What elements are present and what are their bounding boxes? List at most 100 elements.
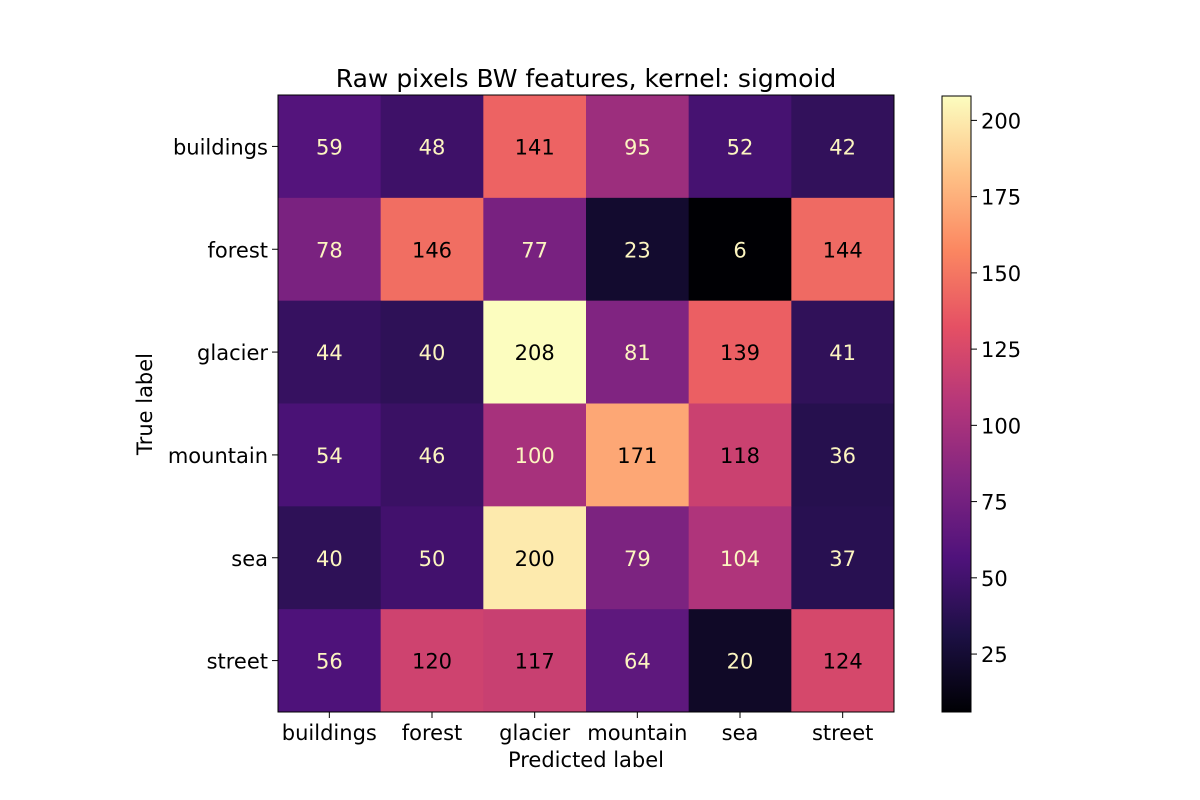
heatmap-cell-label: 120 [412,650,452,674]
heatmap-cell-label: 50 [419,547,446,571]
heatmap-cell-label: 40 [316,547,343,571]
heatmap-cell-label: 41 [829,341,856,365]
heatmap-cell [586,403,690,507]
heatmap-cell-label: 78 [316,238,343,262]
heatmap-cell-label: 118 [720,444,760,468]
heatmap-cell [483,197,587,302]
x-axis-title: Predicted label [508,748,664,772]
heatmap-cell-label: 117 [515,650,555,674]
heatmap-cell [688,197,792,302]
heatmap-cell-label: 44 [316,341,343,365]
heatmap-cell-label: 146 [412,238,452,262]
x-tick-label: sea [722,721,759,745]
heatmap-cell [791,197,895,302]
heatmap-cell [688,609,792,713]
heatmap-cell-label: 79 [624,547,651,571]
heatmap-cell [380,403,484,507]
heatmap-cell-label: 42 [829,135,856,159]
heatmap-cell [380,506,484,610]
heatmap-cell [586,95,690,199]
heatmap-cell [278,300,382,404]
heatmap-cell [483,403,587,507]
heatmap-cell-label: 208 [515,341,555,365]
heatmap-cell-label: 77 [521,238,548,262]
heatmap-cell-label: 52 [727,135,754,159]
y-tick-label: buildings [173,135,268,159]
heatmap-cell-label: 40 [419,341,446,365]
heatmap-cell [791,300,895,404]
heatmap-cell-label: 56 [316,650,343,674]
heatmap-cell-label: 46 [419,444,446,468]
heatmap-cell-label: 64 [624,650,651,674]
heatmap-cell-label: 81 [624,341,651,365]
y-tick-label: glacier [197,341,268,365]
heatmap-cell [586,609,690,713]
heatmap-cell [278,403,382,507]
heatmap-cell-label: 139 [720,341,760,365]
y-axis-ticks: buildings forest glacier mountain sea street [168,135,278,674]
heatmap-cell [586,506,690,610]
heatmap-cells [278,95,895,713]
heatmap-cell-label: 171 [617,444,657,468]
heatmap-cell [380,300,484,404]
heatmap-cell-label: 54 [316,444,343,468]
heatmap-cell [278,506,382,610]
colorbar-tick-label: 100 [981,414,1021,438]
heatmap-cell [278,609,382,713]
heatmap-cell-labels: 59 48 141 95 52 42 78 146 77 23 6 144 44 40 208 81 139 41… [316,135,863,673]
colorbar-tick-label: 50 [981,567,1008,591]
heatmap-cell [380,95,484,199]
heatmap-cell [483,609,587,713]
plot-frame [277,94,895,713]
y-tick-label: mountain [168,444,268,468]
heatmap-cell-label: 37 [829,547,856,571]
colorbar-tick-label: 150 [981,262,1021,286]
colorbar-tick-label: 200 [981,109,1021,133]
heatmap-cell [380,197,484,302]
heatmap-cell-label: 104 [720,547,760,571]
colorbar-tick-label: 175 [981,186,1021,210]
heatmap-cell-label: 59 [316,135,343,159]
heatmap-cell [278,95,382,199]
heatmap-cell-label: 20 [727,650,754,674]
y-axis-title: True label [133,353,157,456]
colorbar-tick-label: 25 [981,643,1008,667]
colorbar-tick-label: 75 [981,491,1008,515]
x-tick-label: forest [402,721,463,745]
x-tick-label: street [812,721,873,745]
heatmap-cell [278,197,382,302]
colorbar-tick-label: 125 [981,338,1021,362]
chart-title: Raw pixels BW features, kernel: sigmoid [336,64,836,93]
heatmap-cell-label: 6 [733,238,746,262]
colorbar-ticks: 25 50 75 100 125 150 175 200 [971,109,1021,667]
y-tick-label: street [207,650,268,674]
heatmap-cell-label: 200 [515,547,555,571]
heatmap-cell [791,403,895,507]
heatmap-cell [791,95,895,199]
heatmap-cell-label: 124 [823,650,863,674]
y-tick-label: sea [231,547,268,571]
heatmap-cell-label: 100 [515,444,555,468]
heatmap-cell [791,506,895,610]
heatmap-cell-label: 95 [624,135,651,159]
heatmap-cell-label: 48 [419,135,446,159]
heatmap-cell-label: 144 [823,238,863,262]
heatmap-cell [688,506,792,610]
x-axis-ticks: buildings forest glacier mountain sea street [282,712,873,745]
heatmap-cell [688,95,792,199]
x-tick-label: mountain [587,721,687,745]
heatmap-cell [586,197,690,302]
heatmap-cell [688,403,792,507]
heatmap-cell-label: 23 [624,238,651,262]
heatmap-cell [791,609,895,713]
heatmap-cell [380,609,484,713]
heatmap-cell-label: 141 [515,135,555,159]
heatmap-cell [483,95,587,199]
x-tick-label: buildings [282,721,377,745]
y-tick-label: forest [207,238,268,262]
heatmap-cell-label: 36 [829,444,856,468]
heatmap-cell [586,300,690,404]
heatmap-cell [688,300,792,404]
heatmap-cell [483,506,587,610]
